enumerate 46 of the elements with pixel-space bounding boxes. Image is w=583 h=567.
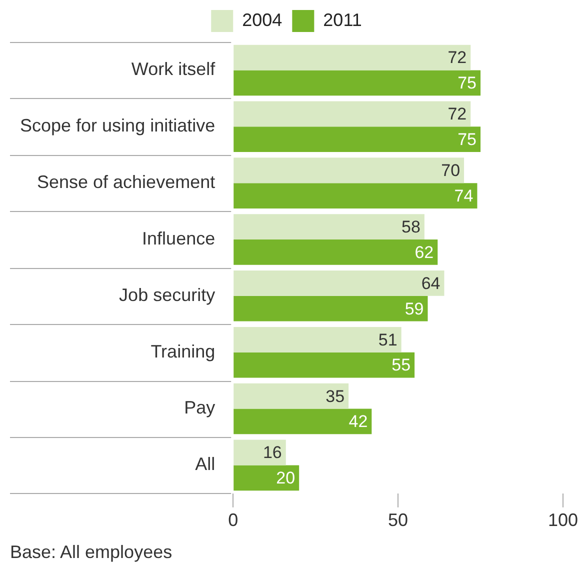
legend-label: 2011	[323, 10, 362, 30]
y-tick-label: Work itself	[131, 59, 216, 80]
y-tick-label: Sense of achievement	[36, 172, 216, 192]
y-tick-label: Training	[150, 341, 216, 362]
data-label: 72	[448, 104, 467, 124]
bar	[234, 296, 428, 322]
bar	[234, 126, 481, 152]
data-label: 75	[458, 74, 477, 93]
text: Base: All employees	[10, 542, 172, 563]
y-tick-label: Pay	[184, 398, 216, 418]
bar	[234, 440, 286, 466]
bar	[234, 383, 349, 409]
bar	[234, 239, 438, 265]
y-tick-label: Scope for using initiative	[20, 116, 216, 136]
y-tick-label: Influence	[142, 228, 216, 248]
data-label: 59	[404, 299, 424, 318]
bar	[234, 44, 471, 70]
data-label: 74	[454, 186, 474, 206]
bar	[234, 326, 402, 352]
x-tick-label: 50	[388, 510, 408, 530]
bar	[234, 70, 481, 96]
data-label: 64	[421, 274, 440, 293]
data-label: 70	[441, 161, 460, 180]
bar	[234, 270, 444, 296]
x-tick-label: 0	[228, 510, 238, 530]
bar	[234, 465, 300, 491]
bar	[234, 158, 464, 184]
y-tick-label: All	[195, 454, 216, 474]
data-label: 42	[348, 412, 368, 432]
data-label: 72	[448, 48, 467, 68]
legend-label: 2004	[242, 10, 282, 30]
bar	[234, 352, 415, 378]
data-label: 62	[414, 242, 434, 262]
data-label: 51	[378, 330, 398, 350]
data-label: 35	[326, 386, 345, 406]
y-tick-label: Job security	[119, 284, 216, 305]
bar	[234, 408, 372, 434]
x-tick-label: 100	[548, 510, 578, 530]
data-label: 20	[276, 468, 296, 488]
data-label: 55	[392, 356, 411, 375]
bar	[234, 101, 471, 127]
data-label: 16	[262, 443, 282, 462]
data-label: 75	[458, 130, 477, 150]
data-label: 58	[402, 217, 420, 236]
bar	[234, 214, 424, 240]
bar	[234, 183, 478, 208]
